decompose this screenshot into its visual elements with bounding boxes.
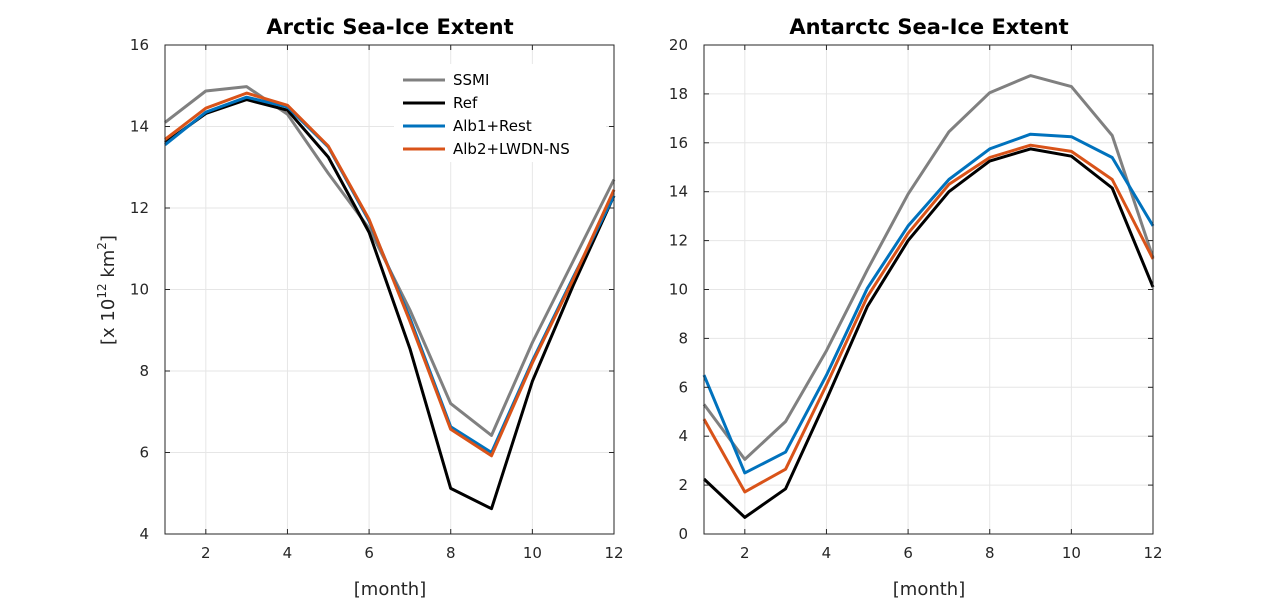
y-label-unit-exponent: 2 xyxy=(95,242,109,250)
antarctic-y-tick-label: 4 xyxy=(678,427,688,445)
antarctic-series-ref xyxy=(702,147,1155,519)
antarctic-series-alb2-lwdn-ns xyxy=(702,143,1155,494)
arctic-x-tick-label: 8 xyxy=(446,544,456,562)
antarctic-x-tick-label: 8 xyxy=(985,544,995,562)
antarctic-y-tick-label: 6 xyxy=(678,378,688,396)
arctic-series xyxy=(164,85,616,511)
antarctic-tick-labels: 2 4 6 8 10 12 0 2 4 6 8 10 12 14 16 18 20 xyxy=(669,36,1163,562)
arctic-y-tick-label: 8 xyxy=(139,362,149,380)
arctic-y-tick-label: 4 xyxy=(139,525,149,543)
antarctic-x-tick-label: 6 xyxy=(903,544,913,562)
arctic-chart: Arctic Sea-Ice Extent 2 4 6 8 10 12 4 6 8 10 12 14 1… xyxy=(95,15,624,600)
antarctic-x-axis-label: [month] xyxy=(893,579,965,600)
arctic-x-tick-label: 10 xyxy=(523,544,542,562)
antarctic-y-tick-label: 2 xyxy=(678,476,688,494)
antarctic-y-tick-label: 14 xyxy=(669,183,688,201)
arctic-x-tick-label: 4 xyxy=(283,544,293,562)
arctic-tick-labels: 2 4 6 8 10 12 4 6 8 10 12 14 16 xyxy=(130,36,624,562)
antarctic-ticks xyxy=(704,44,1154,535)
legend-label-ref: Ref xyxy=(453,94,478,112)
arctic-y-tick-label: 6 xyxy=(139,444,149,462)
antarctic-y-tick-label: 12 xyxy=(669,232,688,250)
antarctic-x-tick-label: 12 xyxy=(1143,544,1162,562)
arctic-y-tick-label: 10 xyxy=(130,281,149,299)
antarctic-y-tick-label: 8 xyxy=(678,329,688,347)
antarctic-y-tick-label: 10 xyxy=(669,281,688,299)
antarctic-x-tick-label: 2 xyxy=(740,544,750,562)
arctic-y-tick-label: 14 xyxy=(130,118,149,136)
arctic-y-axis-label: [x 1012 km2] xyxy=(95,235,119,345)
arctic-series-alb2-lwdn-ns xyxy=(164,91,616,458)
arctic-y-tick-label: 16 xyxy=(130,36,149,54)
y-label-unit: km xyxy=(98,250,119,284)
antarctic-y-tick-label: 20 xyxy=(669,36,688,54)
antarctic-series-alb1-rest xyxy=(702,132,1155,475)
arctic-x-tick-label: 2 xyxy=(201,544,211,562)
antarctic-y-tick-label: 18 xyxy=(669,85,688,103)
arctic-x-axis-label: [month] xyxy=(354,579,426,600)
arctic-x-tick-label: 12 xyxy=(604,544,623,562)
legend: SSMI Ref Alb1+Rest Alb2+LWDN-NS xyxy=(394,64,606,162)
y-label-suffix: ] xyxy=(98,235,119,242)
antarctic-chart-title: Antarctc Sea-Ice Extent xyxy=(789,15,1068,39)
antarctic-x-tick-label: 4 xyxy=(822,544,832,562)
antarctic-x-tick-label: 10 xyxy=(1062,544,1081,562)
y-label-prefix: [x 10 xyxy=(98,299,119,345)
antarctic-series-ssmi xyxy=(702,74,1155,461)
arctic-series-ref xyxy=(164,98,616,511)
legend-label-alb1-rest: Alb1+Rest xyxy=(453,117,532,135)
antarctic-series xyxy=(702,74,1155,519)
arctic-y-tick-label: 12 xyxy=(130,199,149,217)
antarctic-y-tick-label: 0 xyxy=(678,525,688,543)
arctic-ticks xyxy=(165,44,615,535)
legend-label-alb2-lwdn-ns: Alb2+LWDN-NS xyxy=(453,140,570,158)
y-label-exponent: 12 xyxy=(95,283,109,298)
arctic-chart-title: Arctic Sea-Ice Extent xyxy=(266,15,513,39)
arctic-x-tick-label: 6 xyxy=(364,544,374,562)
legend-label-ssmi: SSMI xyxy=(453,71,489,89)
antarctic-y-tick-label: 16 xyxy=(669,134,688,152)
antarctic-chart: Antarctc Sea-Ice Extent 2 4 6 8 10 12 0 2 4 6 8 10 1… xyxy=(669,15,1163,600)
